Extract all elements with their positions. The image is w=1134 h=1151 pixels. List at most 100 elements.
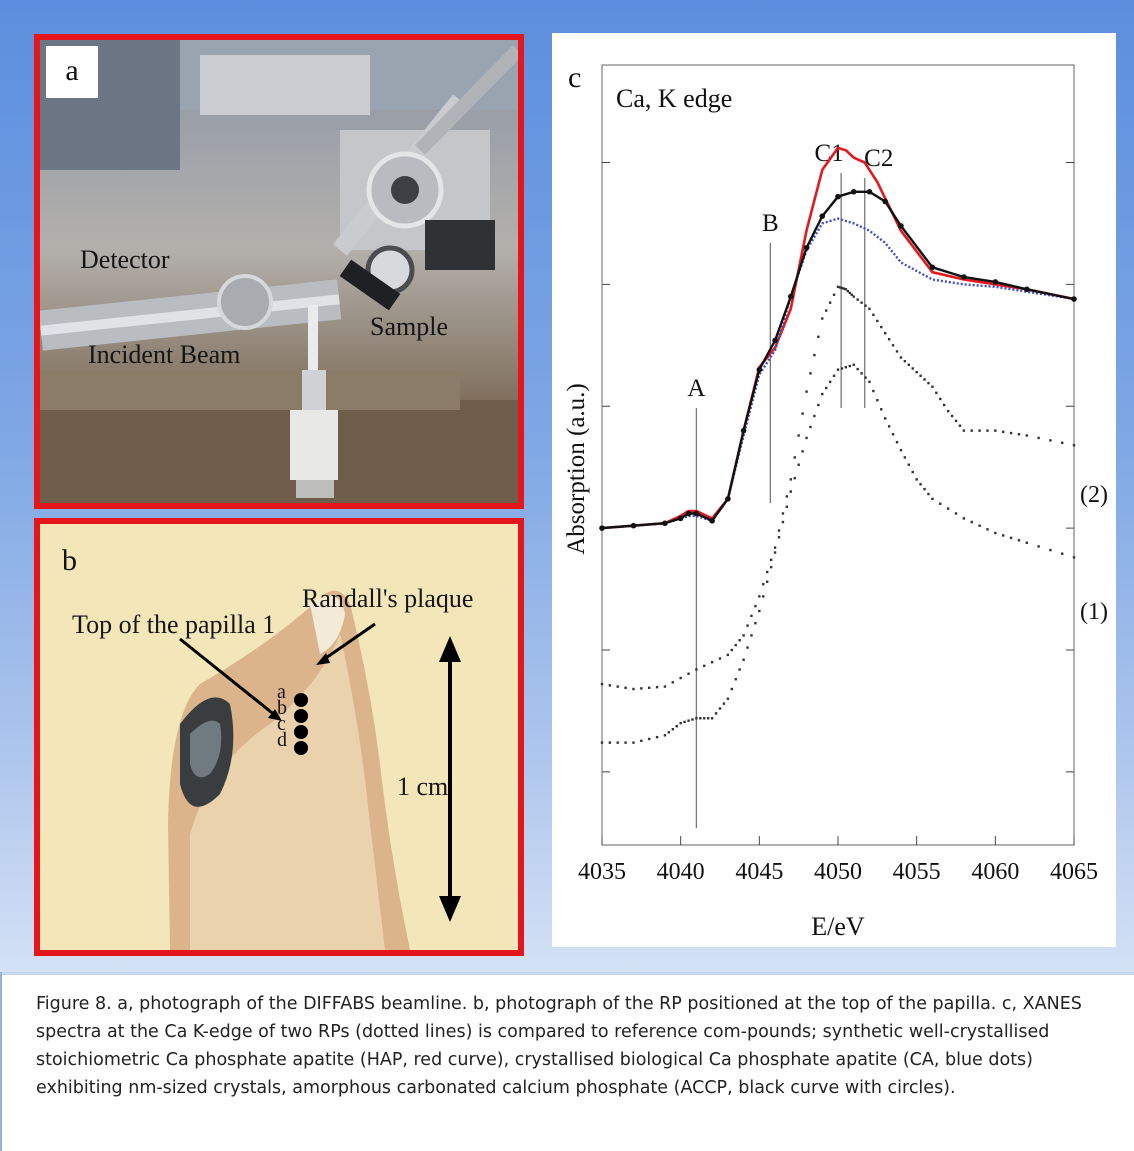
ca-series-line xyxy=(601,217,1075,530)
rp-series-2-point xyxy=(1017,433,1021,436)
accp-point xyxy=(740,427,747,434)
rp-series-1-point xyxy=(722,702,726,705)
rp-series-2-point xyxy=(864,304,867,307)
accp-point xyxy=(662,520,668,527)
accp-point xyxy=(709,518,715,524)
rp-series-1-point xyxy=(887,425,891,428)
rp-series-1-point xyxy=(868,380,871,384)
rp-series-2-point xyxy=(758,595,761,598)
spot-label-a: a xyxy=(277,681,286,703)
rp-series-1-point xyxy=(632,741,635,744)
rp-series-1-point xyxy=(864,376,867,379)
rp-series-1-point xyxy=(1009,536,1013,540)
rp-series-2-point xyxy=(718,657,722,660)
spot-label-d: d xyxy=(277,729,287,751)
rp-series-1-point xyxy=(726,697,730,700)
figure-caption: Figure 8. a, photograph of the DIFFABS b… xyxy=(36,994,1082,1098)
rp-series-1-point xyxy=(1061,552,1064,555)
rp-series-1-point xyxy=(970,520,973,524)
rp-series-1-point xyxy=(781,520,785,524)
rp-series-2-point xyxy=(695,668,698,671)
x-tick-label: 4050 xyxy=(814,859,862,885)
randalls-plaque-label: Randall's plaque xyxy=(302,584,474,613)
rp-series-1-point xyxy=(801,450,804,453)
rp-series-2-point xyxy=(671,681,674,684)
rp-series-2-point xyxy=(825,309,828,312)
rp-series-2-point xyxy=(919,374,922,377)
rp-series-2-point xyxy=(887,338,891,341)
plot-frame xyxy=(601,64,1075,846)
series-label-2: (2) xyxy=(1080,482,1108,508)
rp-series-1-point xyxy=(1049,548,1052,552)
rp-series-1-point xyxy=(895,441,899,444)
rp-series-1-point xyxy=(939,502,942,505)
rp-series-2-point xyxy=(785,495,789,498)
rp-series-2-point xyxy=(872,313,875,317)
rp-series-1-point xyxy=(663,734,667,737)
rp-series-1-point xyxy=(809,425,812,429)
accp-series-line xyxy=(601,190,1075,530)
rp-series-2-point xyxy=(616,685,619,688)
rp-series-1-point xyxy=(738,668,741,671)
rp-series-2-point xyxy=(703,664,706,668)
accp-point xyxy=(803,245,810,251)
rp-series-1-point xyxy=(742,658,745,661)
accp-point xyxy=(882,198,888,205)
accp-point xyxy=(788,293,794,300)
rp-series-1-point xyxy=(734,678,737,681)
x-axis-label: E/eV xyxy=(811,912,865,941)
rp-series-1-point xyxy=(856,367,859,371)
accp-point xyxy=(725,496,731,502)
y-axis-label: Absorption (a.u.) xyxy=(563,383,590,555)
rp-series-2-point xyxy=(946,409,950,413)
rp-series-1-point xyxy=(836,368,840,371)
rp-series-1-point xyxy=(946,507,950,510)
x-tick-label: 4035 xyxy=(578,859,626,885)
rp-series-1-point xyxy=(616,741,619,744)
rp-series-2-point xyxy=(710,660,714,664)
rp-series-1-point xyxy=(766,580,769,583)
rp-series-1-point xyxy=(844,366,848,369)
rp-series-1-point xyxy=(915,478,918,481)
rp-series-2-point xyxy=(868,307,871,310)
caption-divider xyxy=(0,972,1134,975)
rp-series-1-point xyxy=(667,731,671,734)
x-tick-label: 4040 xyxy=(657,859,705,885)
rp-series-2-point xyxy=(856,298,859,301)
rp-series-2-point xyxy=(655,685,659,689)
rp-series-2-point xyxy=(836,285,840,289)
rp-series-1-point xyxy=(608,741,612,744)
detector-label: Detector xyxy=(80,245,170,274)
rp-series-2-point xyxy=(648,686,651,689)
top-of-papilla-label: Top of the papilla 1 xyxy=(72,610,276,639)
rp-series-2-point xyxy=(754,604,757,608)
rp-series-1-point xyxy=(730,687,733,691)
rp-series-2-point xyxy=(915,370,918,374)
accp-point xyxy=(850,188,857,195)
x-tick-label: 4060 xyxy=(971,859,1019,885)
rp-series-2-point xyxy=(962,429,966,432)
rp-series-1-point xyxy=(648,737,651,741)
rp-series-1-point xyxy=(1025,541,1028,544)
rp-series-1-point xyxy=(805,436,808,440)
rp-series-2-point xyxy=(923,378,926,381)
rp-series-1-point xyxy=(754,621,757,625)
rp-series-1-point xyxy=(691,718,694,721)
rp-series-1-point xyxy=(707,717,710,720)
rp-series-2-point xyxy=(954,419,958,423)
accp-point xyxy=(756,366,763,373)
panel-b-photo: b Top of the papilla 1 Randall's plaque … xyxy=(34,518,524,956)
rp-series-1-point xyxy=(919,483,922,486)
caption-left-border xyxy=(0,972,2,1151)
rp-series-2-point xyxy=(899,356,903,359)
rp-series-2-point xyxy=(838,286,842,289)
rp-series-2-point xyxy=(813,353,816,357)
incident-beam-label: Incident Beam xyxy=(88,340,241,369)
accp-point xyxy=(599,525,605,531)
rp-series-1-point xyxy=(903,456,907,459)
rp-series-2-point xyxy=(742,634,745,637)
rp-series-1-point xyxy=(1002,534,1005,537)
rp-series-2-point xyxy=(750,614,753,618)
rp-series-1-point xyxy=(813,414,816,418)
rp-series-2-point xyxy=(958,424,962,427)
